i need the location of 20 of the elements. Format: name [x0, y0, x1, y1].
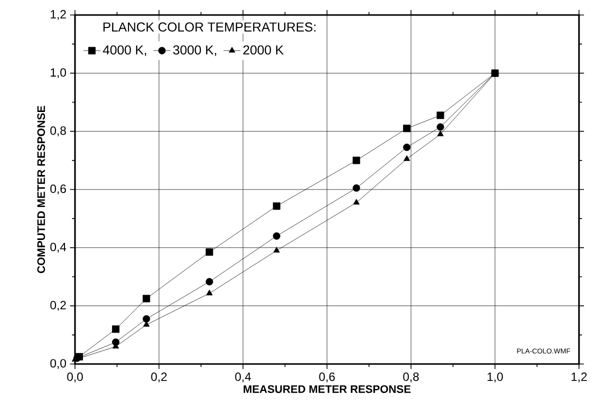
x-tick-label: 0,2 — [151, 372, 167, 382]
legend-label: 2000 K — [243, 45, 284, 55]
y-axis-title: COMPUTED METER RESPONSE — [37, 106, 46, 274]
x-tick-label: 1,2 — [572, 372, 587, 382]
x-tick-label: 0,6 — [319, 372, 335, 382]
y-tick-label: 0,0 — [50, 359, 66, 369]
x-axis-title: MEASURED METER RESPONSE — [244, 385, 411, 393]
y-tick-label: 0,6 — [50, 184, 66, 194]
y-tick-label: 0,8 — [50, 126, 66, 136]
x-tick-label: 0,8 — [403, 372, 419, 382]
y-tick-label: 1,0 — [50, 68, 66, 78]
legend-label: 4000 K, — [102, 45, 146, 56]
y-tick-label: 0,4 — [50, 242, 66, 253]
x-tick-label: 0,0 — [67, 372, 83, 382]
x-tick-label: 0,4 — [235, 372, 251, 382]
legend-label: 3000 K, — [173, 45, 216, 56]
y-tick-label: 1,2 — [50, 10, 66, 20]
legend-title: PLANCK COLOR TEMPERATURES: — [103, 22, 316, 32]
y-tick-label: 0,2 — [50, 300, 66, 311]
x-tick-label: 1,0 — [488, 372, 503, 382]
